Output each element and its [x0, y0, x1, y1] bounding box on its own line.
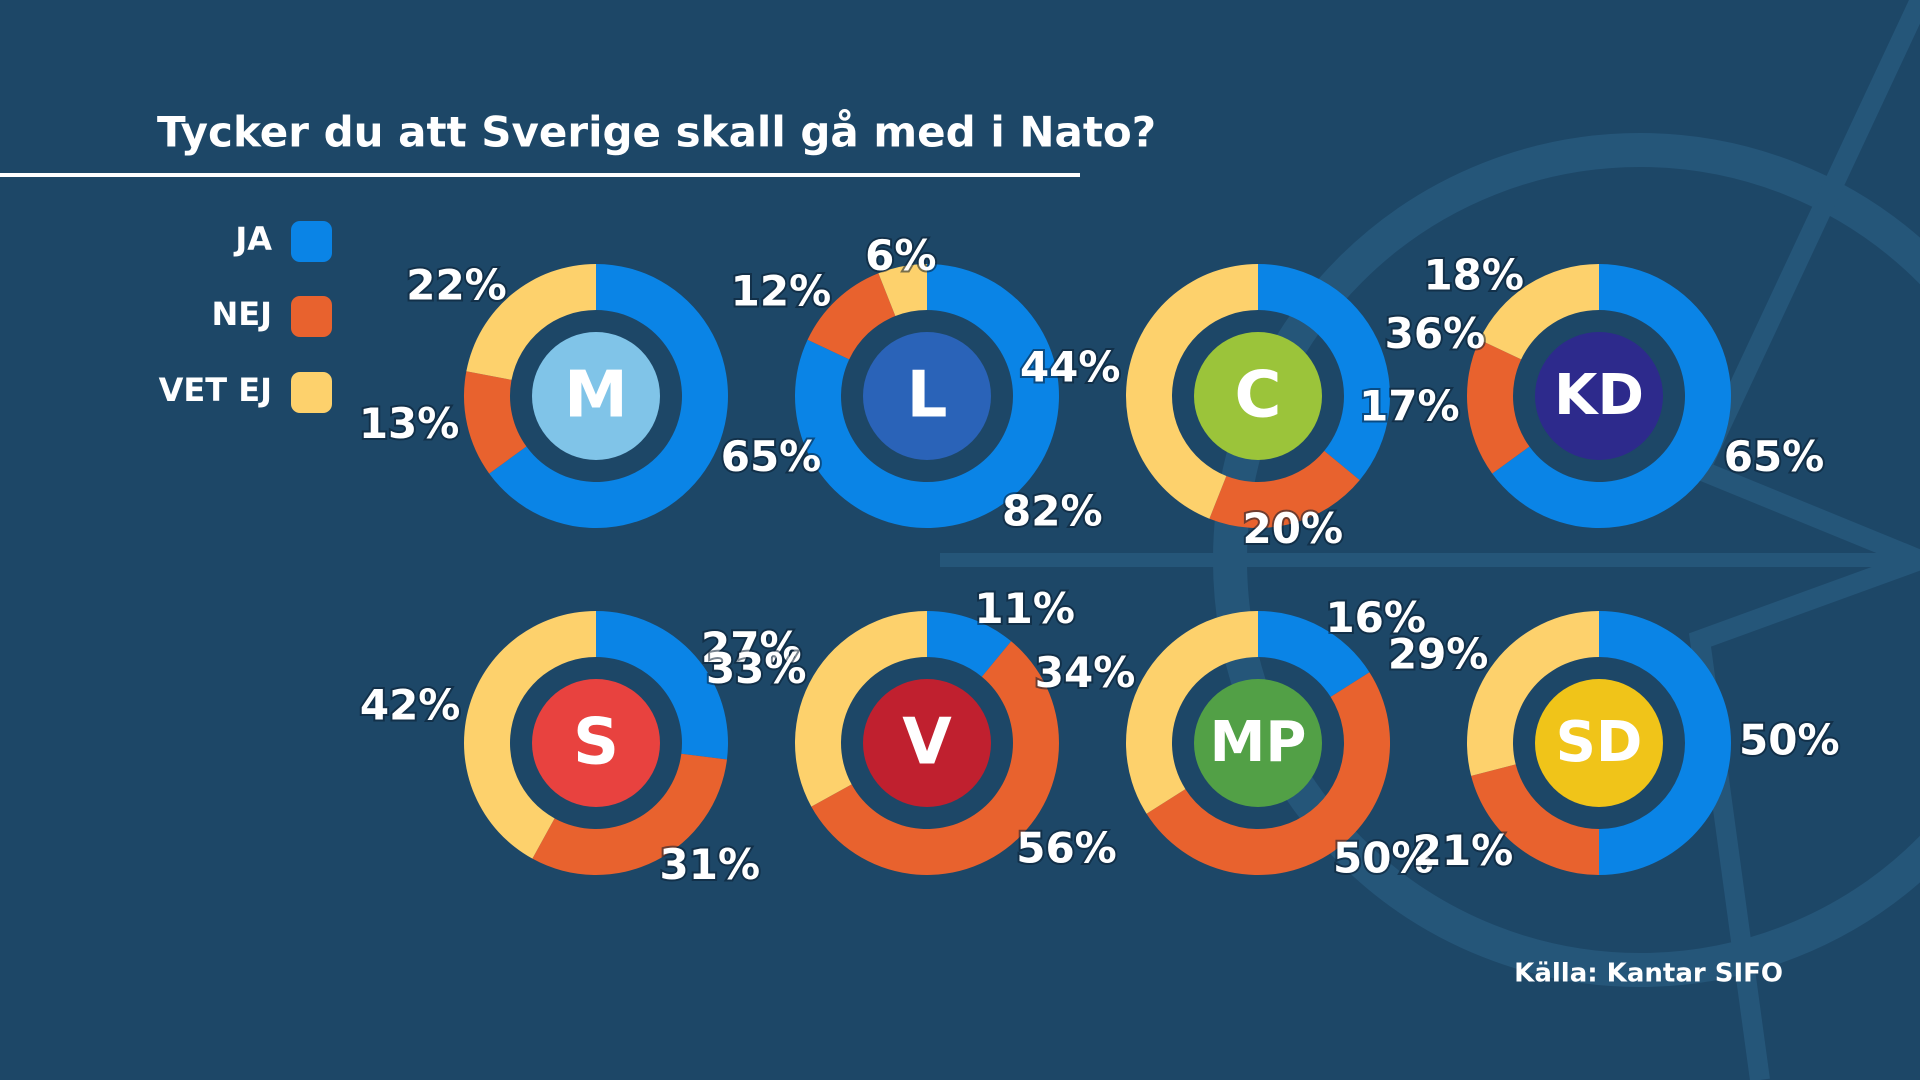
donut-segment: [463, 371, 527, 474]
donut-segment: [1258, 264, 1390, 481]
value-label: 16%: [1325, 593, 1426, 642]
value-label: 65%: [721, 432, 822, 481]
party-badge: [863, 332, 991, 460]
party-badge: [532, 679, 660, 807]
donut-segment: [1126, 264, 1258, 519]
value-label: 21%: [1413, 826, 1514, 875]
donut-segment: [807, 273, 896, 360]
legend-label: NEJ: [211, 295, 272, 333]
value-label: 22%: [406, 261, 507, 310]
value-label: 33%: [706, 644, 807, 693]
party-badge: [1194, 679, 1322, 807]
value-label: 82%: [1002, 487, 1103, 536]
legend-label: VET EJ: [159, 371, 272, 409]
party-label: L: [907, 359, 948, 433]
party-label: C: [1235, 359, 1282, 433]
value-label: 56%: [1016, 823, 1117, 872]
legend-label: JA: [233, 220, 272, 258]
donut-segment: [1471, 764, 1599, 875]
party-label: M: [564, 359, 628, 433]
value-label: 50%: [1739, 716, 1840, 765]
value-label: 13%: [359, 399, 460, 448]
value-label: 12%: [731, 266, 832, 315]
donut-segment: [1599, 611, 1731, 875]
value-label: 34%: [1035, 648, 1136, 697]
value-label: 18%: [1423, 250, 1524, 299]
party-badge: [1535, 332, 1663, 460]
background-star: [940, 0, 1920, 1080]
donut-segment: [1479, 264, 1599, 360]
value-label: 42%: [360, 681, 461, 730]
party-badge: [1194, 332, 1322, 460]
donut-segment: [795, 611, 927, 807]
party-label: MP: [1210, 710, 1307, 775]
value-label: 50%: [1333, 834, 1434, 883]
party-badge: [532, 332, 660, 460]
legend-swatch: [291, 372, 332, 413]
donut-segment: [1467, 611, 1599, 776]
value-label: 65%: [1724, 432, 1825, 481]
party-badge: [1535, 679, 1663, 807]
donut-segment: [1209, 450, 1360, 528]
party-label: S: [573, 706, 619, 780]
source: Källa: Kantar SIFO: [1514, 959, 1783, 989]
legend-swatch: [291, 221, 332, 262]
value-label: 6%: [865, 231, 936, 280]
donut-segment: [1467, 339, 1530, 474]
party-badge: [863, 679, 991, 807]
donut-segment: [811, 641, 1059, 875]
value-label: 17%: [1359, 382, 1460, 431]
donut-segment: [596, 611, 728, 760]
donut-segment: [1146, 672, 1391, 876]
value-label: 29%: [1388, 630, 1489, 679]
title: Tycker du att Sverige skall gå med i Nat…: [157, 108, 1156, 157]
value-label: 44%: [1020, 342, 1121, 391]
donut-segment: [927, 611, 1012, 677]
value-label: 27%: [701, 623, 802, 672]
value-label: 11%: [974, 584, 1075, 633]
party-label: SD: [1556, 710, 1643, 775]
donut-segment: [532, 753, 727, 875]
donut-segment: [1126, 611, 1258, 814]
value-label: 20%: [1243, 504, 1344, 553]
donut-segment: [466, 264, 596, 380]
party-label: V: [902, 706, 952, 780]
donut-segment: [795, 264, 1059, 528]
donut-segment: [1258, 611, 1370, 697]
donut-segment: [1492, 264, 1731, 528]
value-label: 36%: [1385, 309, 1486, 358]
value-label: 31%: [660, 840, 761, 889]
donut-segment: [463, 611, 596, 859]
donut-segment: [489, 264, 728, 528]
donut-segment: [878, 264, 927, 317]
party-label: KD: [1554, 363, 1644, 428]
legend-swatch: [291, 296, 332, 337]
